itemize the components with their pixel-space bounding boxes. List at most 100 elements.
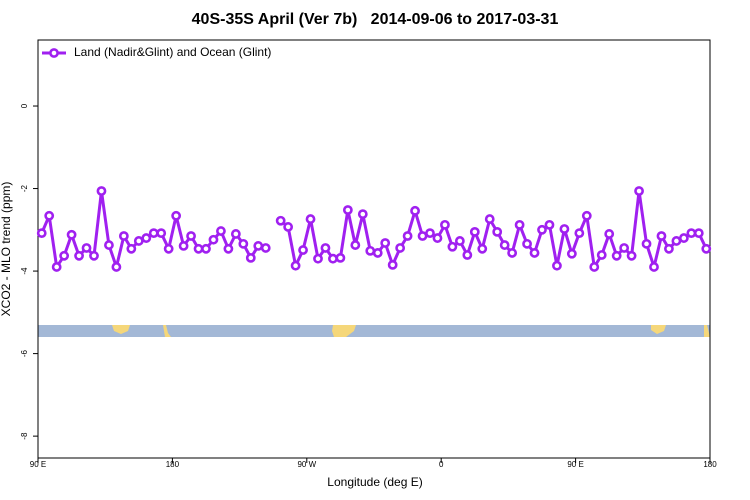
point xyxy=(118,231,129,241)
legend-label: Land (Nadir&Glint) and Ocean (Glint) xyxy=(74,45,271,59)
point xyxy=(156,228,167,239)
point xyxy=(440,219,450,230)
point xyxy=(499,240,510,250)
land xyxy=(332,325,356,337)
x-tick-label: 90 W xyxy=(297,460,316,469)
x-tick-label: 180 xyxy=(166,460,180,469)
point xyxy=(544,219,555,230)
point xyxy=(365,245,376,256)
point xyxy=(133,236,144,246)
y-axis-label: XCO2 - MLO trend (ppm) xyxy=(0,182,13,317)
point xyxy=(171,210,182,221)
point xyxy=(664,243,674,254)
point xyxy=(44,210,55,221)
point xyxy=(201,243,211,254)
point xyxy=(216,226,226,236)
point xyxy=(469,226,480,237)
point xyxy=(59,250,70,261)
x-axis-label: Longitude (deg E) xyxy=(327,475,422,489)
point xyxy=(552,260,562,271)
point xyxy=(671,236,682,246)
point xyxy=(350,240,361,250)
point xyxy=(581,210,592,221)
point xyxy=(104,240,114,250)
point xyxy=(186,231,196,241)
point xyxy=(462,250,473,260)
point xyxy=(298,245,308,255)
point xyxy=(611,250,622,261)
point xyxy=(387,259,398,270)
land xyxy=(704,325,710,337)
point xyxy=(275,215,286,226)
point xyxy=(529,248,540,258)
point xyxy=(477,243,488,254)
map-strip xyxy=(38,325,710,337)
point xyxy=(193,243,204,254)
point xyxy=(253,241,264,251)
point xyxy=(678,233,689,243)
y-tick-label: -4 xyxy=(20,267,29,275)
x-tick-label: 90 E xyxy=(567,460,583,469)
y-tick-label: 0 xyxy=(20,103,29,108)
land xyxy=(112,325,130,334)
point xyxy=(626,250,637,261)
point xyxy=(454,236,465,246)
point xyxy=(372,248,383,258)
land xyxy=(163,325,171,337)
point xyxy=(492,226,503,237)
y-tick-label: -8 xyxy=(20,432,29,440)
point xyxy=(507,248,518,258)
point xyxy=(619,243,630,253)
point xyxy=(305,214,316,224)
point xyxy=(417,231,428,241)
point xyxy=(402,231,413,241)
point xyxy=(484,214,495,224)
point xyxy=(574,228,585,239)
point xyxy=(395,243,406,253)
point xyxy=(230,229,241,239)
point xyxy=(208,234,219,245)
point xyxy=(260,243,271,253)
y-tick-label: -2 xyxy=(20,184,29,192)
point xyxy=(335,252,346,263)
point xyxy=(656,231,667,241)
point xyxy=(178,241,189,251)
point xyxy=(634,186,644,196)
point xyxy=(410,205,420,216)
point xyxy=(432,233,443,243)
point xyxy=(357,209,368,220)
point xyxy=(514,219,525,230)
point xyxy=(701,243,712,254)
point xyxy=(589,262,600,272)
point xyxy=(559,224,570,234)
point xyxy=(649,262,659,272)
chart-title: 40S-35S April (Ver 7b) 2014-09-06 to 201… xyxy=(192,11,559,28)
point xyxy=(141,233,152,243)
point xyxy=(380,238,391,248)
point xyxy=(604,229,615,239)
point xyxy=(163,243,174,254)
point xyxy=(96,186,107,196)
point xyxy=(342,205,353,215)
point xyxy=(51,262,62,272)
point xyxy=(447,241,458,252)
x-tick-label: 0 xyxy=(439,460,444,469)
ocean-band xyxy=(38,325,710,337)
point xyxy=(148,228,159,239)
point xyxy=(111,262,122,272)
x-tick-label: 180 xyxy=(703,460,717,469)
point xyxy=(425,228,435,239)
point xyxy=(290,260,301,271)
point xyxy=(126,243,137,254)
point xyxy=(313,253,323,264)
point xyxy=(223,243,234,254)
point xyxy=(81,243,92,253)
point xyxy=(74,250,84,261)
point xyxy=(328,253,338,264)
point xyxy=(36,228,47,239)
point xyxy=(66,229,77,240)
point xyxy=(566,248,577,259)
x-tick-label: 90 E xyxy=(30,460,46,469)
